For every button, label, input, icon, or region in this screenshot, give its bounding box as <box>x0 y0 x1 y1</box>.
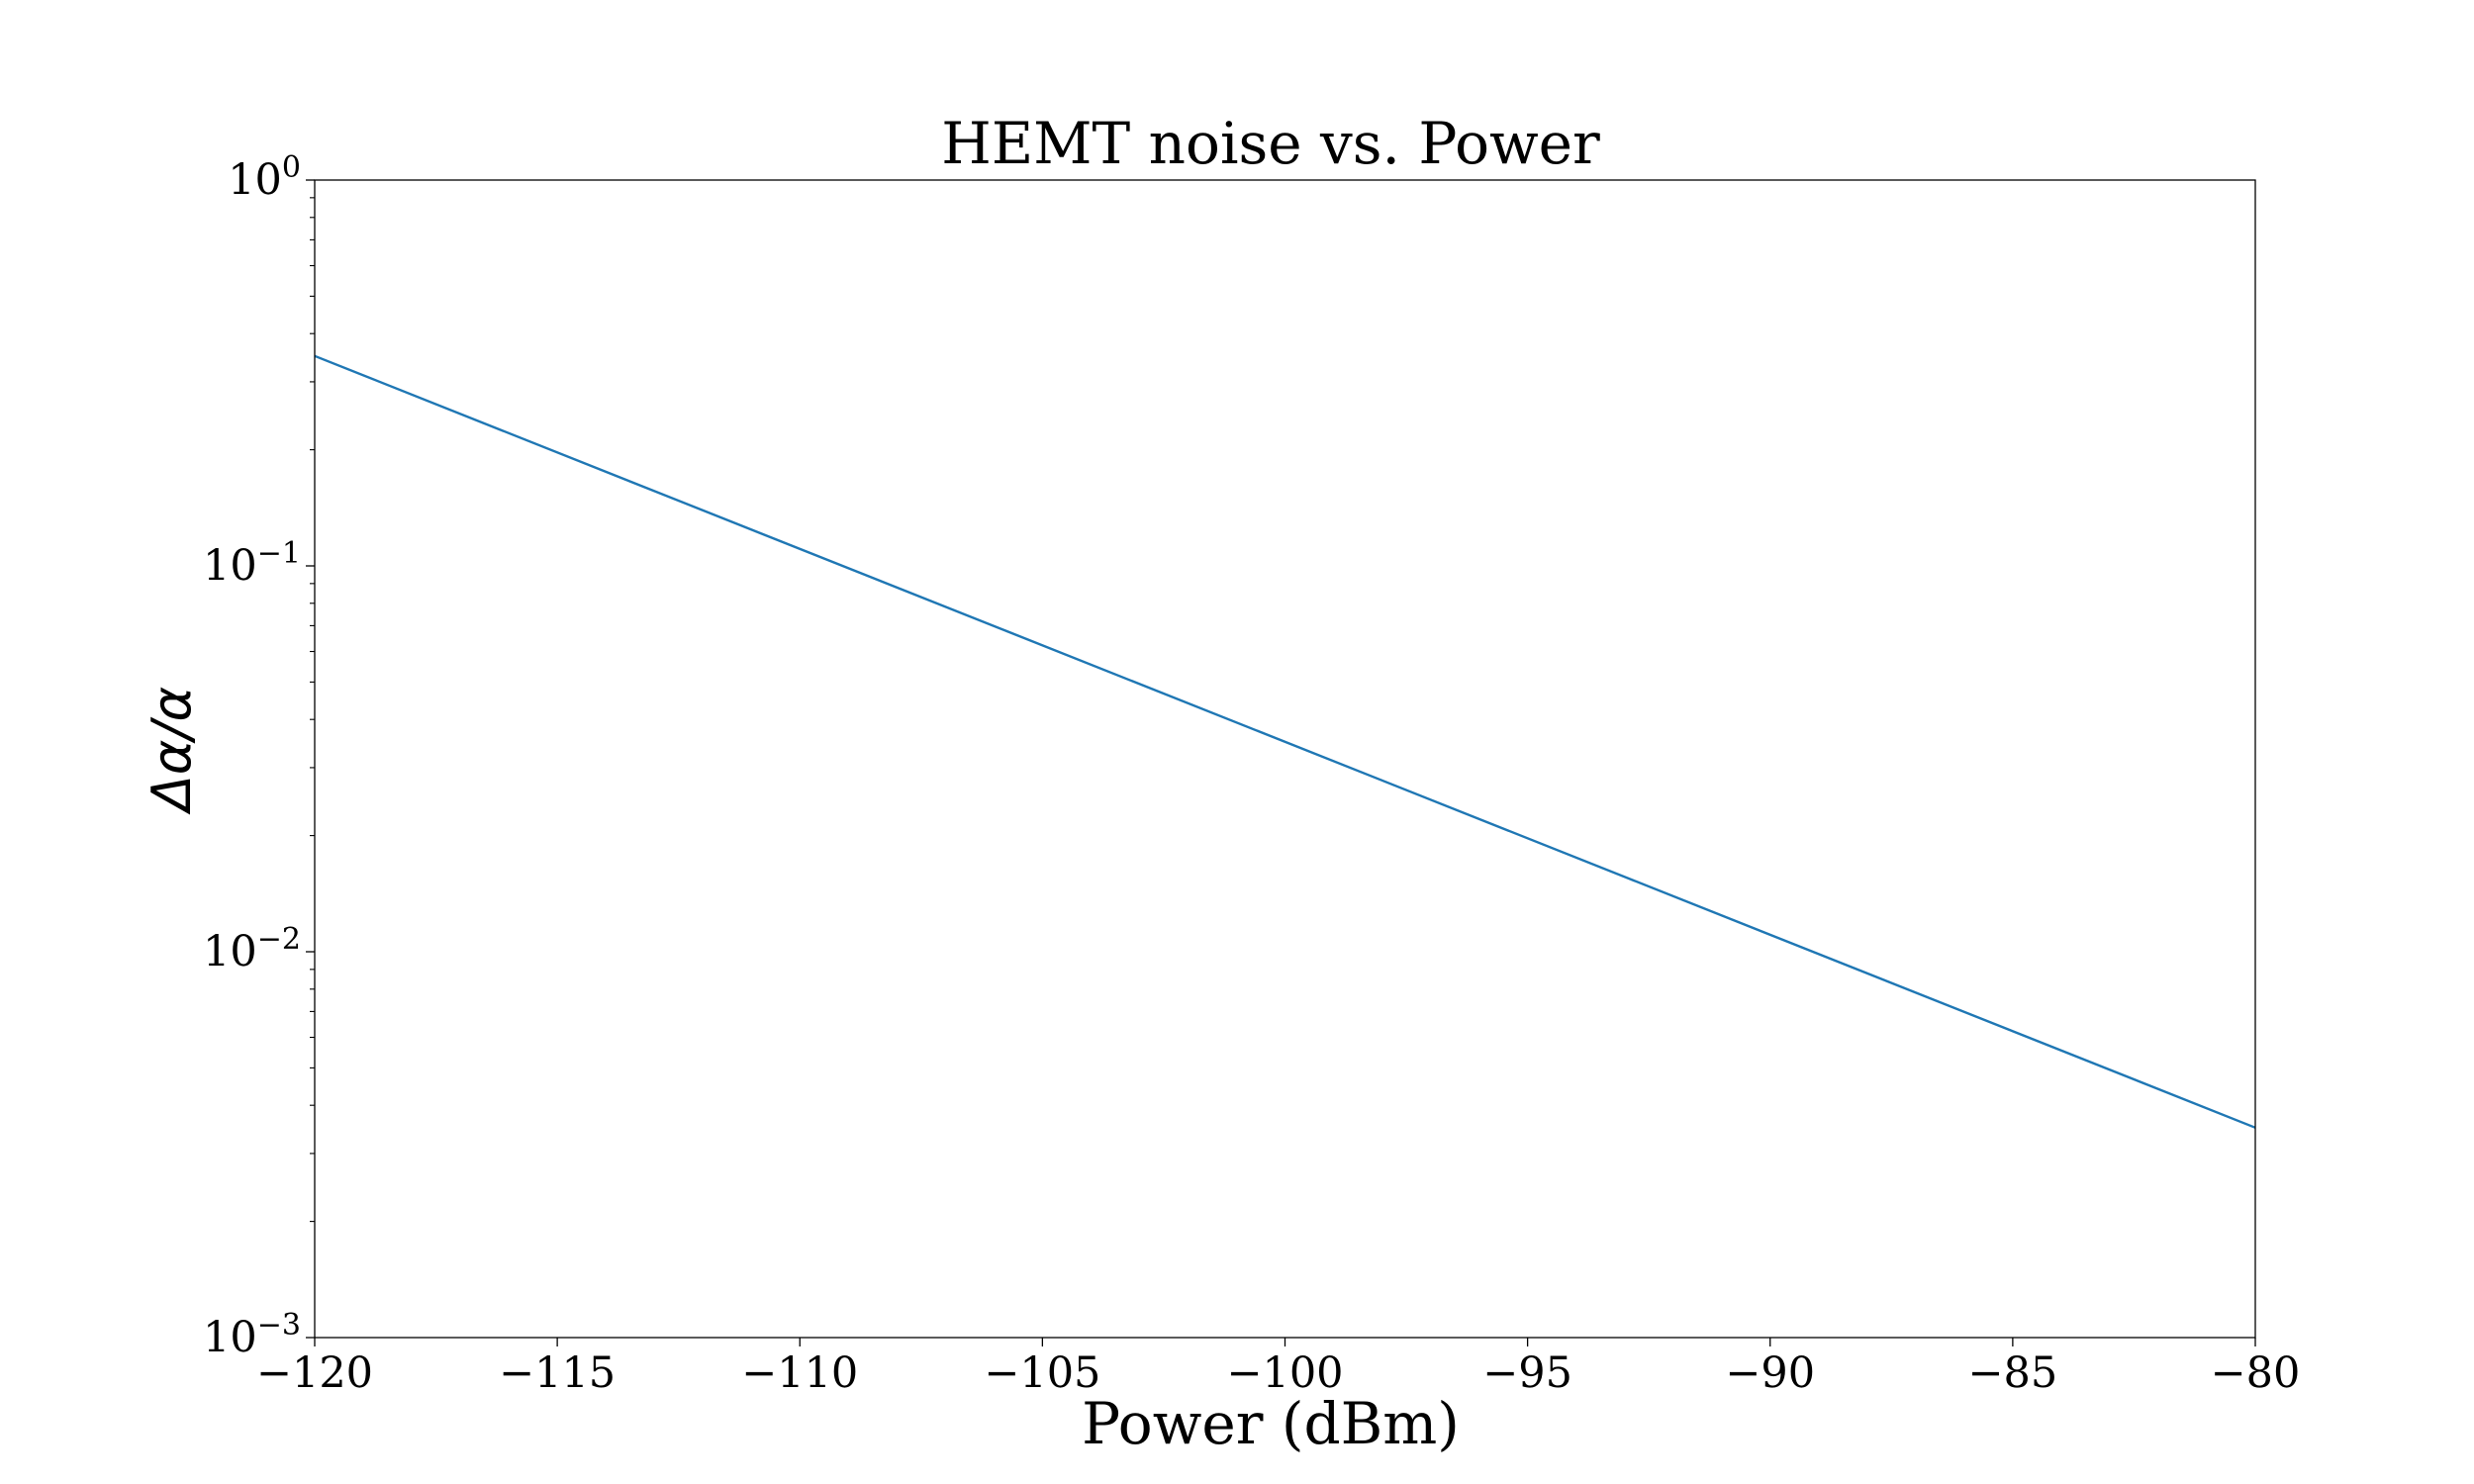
x-tick-label: −110 <box>741 1348 858 1398</box>
y-tick-label: 10−1 <box>203 536 301 591</box>
x-tick-label: −80 <box>2211 1348 2301 1398</box>
x-tick-label: −85 <box>1968 1348 2058 1398</box>
y-axis-label: Δα/α <box>141 687 203 815</box>
y-tick-label: 10−3 <box>203 1308 301 1362</box>
x-tick-label: −95 <box>1482 1348 1572 1398</box>
chart-title: HEMT noise vs. Power <box>941 110 1600 177</box>
x-tick-label: −90 <box>1725 1348 1815 1398</box>
plot-area: −120 −115 −110 −105 −100 −95 −90 −85 −80 100 10−1 1… <box>203 150 2300 1398</box>
x-tick-label: −105 <box>984 1348 1100 1398</box>
x-axis-label: Power (dBm) <box>1082 1390 1460 1457</box>
y-tick-label: 10−2 <box>203 922 301 976</box>
plot-frame <box>314 179 2256 1339</box>
x-tick-label: −100 <box>1226 1348 1343 1398</box>
series-line-0 <box>314 354 2256 1129</box>
x-tick-label: −120 <box>256 1348 373 1398</box>
y-tick-label: 100 <box>228 150 301 205</box>
x-tick-label: −115 <box>499 1348 616 1398</box>
